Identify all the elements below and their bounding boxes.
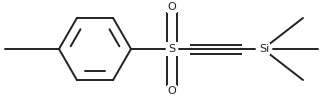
Text: O: O [168,86,176,96]
Text: O: O [168,2,176,12]
Text: Si: Si [259,44,269,54]
Text: S: S [169,44,176,54]
